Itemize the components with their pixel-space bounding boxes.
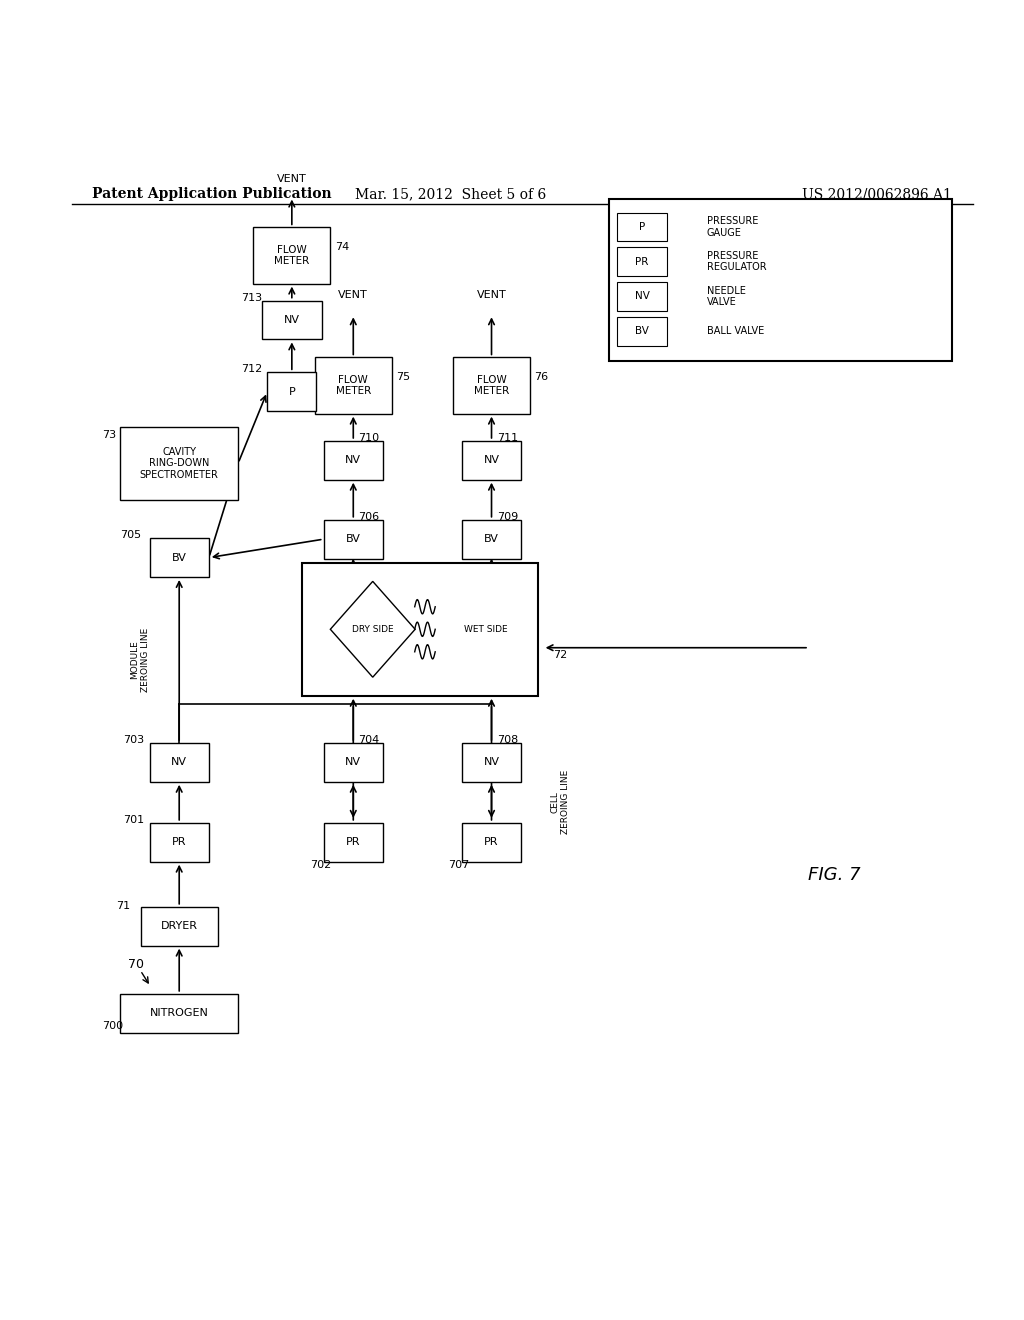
FancyBboxPatch shape xyxy=(121,994,238,1032)
Text: Mar. 15, 2012  Sheet 5 of 6: Mar. 15, 2012 Sheet 5 of 6 xyxy=(355,187,546,201)
Text: 708: 708 xyxy=(497,735,518,744)
Text: NV: NV xyxy=(635,292,649,301)
FancyBboxPatch shape xyxy=(617,213,667,242)
FancyBboxPatch shape xyxy=(462,441,521,479)
Text: WET SIDE: WET SIDE xyxy=(464,624,508,634)
Text: 706: 706 xyxy=(358,512,380,521)
Text: 72: 72 xyxy=(553,649,567,660)
Text: MODULE
ZEROING LINE: MODULE ZEROING LINE xyxy=(131,628,150,692)
FancyBboxPatch shape xyxy=(150,743,209,781)
Text: NV: NV xyxy=(284,315,300,325)
Text: 713: 713 xyxy=(241,293,262,302)
Text: FLOW
METER: FLOW METER xyxy=(474,375,509,396)
FancyBboxPatch shape xyxy=(324,743,383,781)
Text: 711: 711 xyxy=(497,433,518,442)
Text: DRYER: DRYER xyxy=(161,921,198,931)
Text: NEEDLE
VALVE: NEEDLE VALVE xyxy=(707,285,745,308)
Text: BV: BV xyxy=(346,535,360,544)
FancyBboxPatch shape xyxy=(617,282,667,310)
Text: 702: 702 xyxy=(310,859,332,870)
Text: 709: 709 xyxy=(497,512,518,521)
Text: US 2012/0062896 A1: US 2012/0062896 A1 xyxy=(803,187,952,201)
Text: 700: 700 xyxy=(102,1020,124,1031)
Text: VENT: VENT xyxy=(476,290,507,300)
FancyBboxPatch shape xyxy=(462,520,521,558)
FancyBboxPatch shape xyxy=(324,441,383,479)
FancyBboxPatch shape xyxy=(462,822,521,862)
Text: NV: NV xyxy=(483,758,500,767)
Text: 707: 707 xyxy=(449,859,470,870)
FancyBboxPatch shape xyxy=(315,358,391,413)
Text: CAVITY
RING-DOWN
SPECTROMETER: CAVITY RING-DOWN SPECTROMETER xyxy=(139,446,219,480)
FancyBboxPatch shape xyxy=(253,227,330,284)
Text: 705: 705 xyxy=(120,531,141,540)
Text: PRESSURE
GAUGE: PRESSURE GAUGE xyxy=(707,216,758,238)
Text: 701: 701 xyxy=(123,814,144,825)
FancyBboxPatch shape xyxy=(324,822,383,862)
Text: 70: 70 xyxy=(128,957,144,970)
Polygon shape xyxy=(331,581,415,677)
Text: 710: 710 xyxy=(358,433,380,442)
Text: VENT: VENT xyxy=(338,290,369,300)
Text: NITROGEN: NITROGEN xyxy=(150,1008,209,1018)
Text: DRY SIDE: DRY SIDE xyxy=(352,624,393,634)
Text: 76: 76 xyxy=(535,372,549,383)
Text: BV: BV xyxy=(484,535,499,544)
FancyBboxPatch shape xyxy=(150,539,209,577)
Text: 73: 73 xyxy=(102,430,117,440)
Text: PR: PR xyxy=(172,837,186,847)
Text: NV: NV xyxy=(483,455,500,466)
Text: PR: PR xyxy=(484,837,499,847)
Text: FIG. 7: FIG. 7 xyxy=(808,866,861,884)
Text: PR: PR xyxy=(635,256,649,267)
FancyBboxPatch shape xyxy=(267,372,316,411)
FancyBboxPatch shape xyxy=(609,199,952,360)
FancyBboxPatch shape xyxy=(617,317,667,346)
Text: BV: BV xyxy=(172,553,186,562)
FancyBboxPatch shape xyxy=(262,301,322,339)
FancyBboxPatch shape xyxy=(140,907,217,945)
Text: P: P xyxy=(289,387,295,397)
Text: VENT: VENT xyxy=(276,174,307,185)
Text: Patent Application Publication: Patent Application Publication xyxy=(92,187,332,201)
Text: CELL
ZEROING LINE: CELL ZEROING LINE xyxy=(551,770,570,834)
Text: 712: 712 xyxy=(241,364,262,374)
Text: NV: NV xyxy=(345,758,361,767)
Text: NV: NV xyxy=(345,455,361,466)
FancyBboxPatch shape xyxy=(617,247,667,276)
Text: 71: 71 xyxy=(116,900,130,911)
FancyBboxPatch shape xyxy=(324,520,383,558)
Text: 75: 75 xyxy=(396,372,411,383)
FancyBboxPatch shape xyxy=(121,426,238,500)
Text: 704: 704 xyxy=(358,735,380,744)
Text: BV: BV xyxy=(635,326,649,337)
Text: PR: PR xyxy=(346,837,360,847)
Text: NV: NV xyxy=(171,758,187,767)
Text: 74: 74 xyxy=(335,243,349,252)
FancyBboxPatch shape xyxy=(150,822,209,862)
Text: FLOW
METER: FLOW METER xyxy=(336,375,371,396)
Text: BALL VALVE: BALL VALVE xyxy=(707,326,764,337)
Text: FLOW
METER: FLOW METER xyxy=(274,244,309,267)
FancyBboxPatch shape xyxy=(302,562,538,696)
Text: 703: 703 xyxy=(123,735,144,744)
FancyBboxPatch shape xyxy=(453,358,530,413)
Text: PRESSURE
REGULATOR: PRESSURE REGULATOR xyxy=(707,251,766,272)
FancyBboxPatch shape xyxy=(462,743,521,781)
Text: P: P xyxy=(639,222,645,232)
